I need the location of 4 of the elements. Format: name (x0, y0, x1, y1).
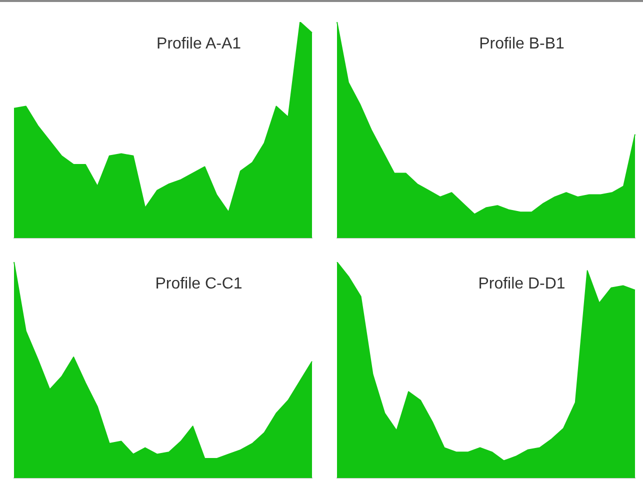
text: Profile D-D1 (478, 275, 566, 292)
text: Profile B-B1 (479, 35, 565, 52)
text: Profile C-C1 (155, 275, 242, 292)
text: Profile A-A1 (156, 35, 242, 52)
